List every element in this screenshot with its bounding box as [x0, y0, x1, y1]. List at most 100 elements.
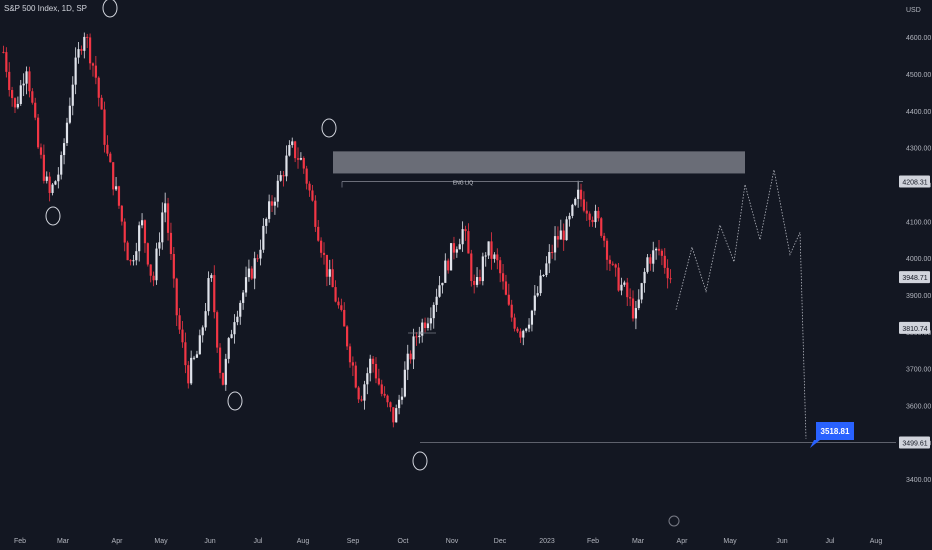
candle-body	[140, 220, 144, 226]
candle-body	[112, 162, 115, 190]
candle-body	[588, 213, 591, 220]
candle-body	[132, 260, 135, 262]
candle-body	[591, 219, 594, 223]
candle-body	[383, 393, 386, 396]
candle-body	[224, 358, 227, 385]
candle-body	[331, 269, 334, 288]
candle-body	[525, 328, 528, 331]
candle-body	[328, 269, 331, 277]
candle-body	[346, 326, 349, 347]
candle-body	[666, 267, 669, 279]
candle-body	[470, 253, 473, 281]
candle-body	[296, 158, 300, 160]
candle-body	[334, 287, 337, 302]
time-axis[interactable]: Feb Mar Apr May Jun Jul Aug Sep Oct Nov Dec 2023 Feb…	[14, 515, 882, 545]
candle-body	[354, 365, 357, 388]
candle-body	[360, 399, 363, 401]
candle-body	[620, 284, 623, 291]
x-tick-label: Sep	[347, 538, 360, 545]
candle-body	[279, 175, 282, 181]
candle-body	[351, 362, 354, 366]
candle-body	[236, 316, 239, 323]
x-tick-label: Apr	[677, 538, 689, 545]
bolt-icon	[668, 515, 680, 527]
y-tick-label: 4400.00	[906, 109, 931, 116]
price-label-box	[899, 321, 930, 334]
candle-body	[126, 242, 129, 261]
y-tick-label: 3600.00	[906, 404, 931, 411]
candle-body	[172, 254, 175, 279]
candle-body	[294, 141, 297, 159]
price-axis[interactable]: USD3400.003500.003600.003700.003800.0039…	[899, 7, 931, 484]
candle-body	[195, 354, 199, 358]
candle-body	[288, 145, 291, 156]
candle-body	[54, 181, 57, 185]
x-tick-label: Dec	[494, 538, 507, 545]
candle-body	[302, 158, 305, 169]
candle-body	[406, 353, 409, 370]
candle-body	[16, 103, 19, 108]
candle-body	[161, 212, 164, 243]
candle-body	[88, 37, 92, 64]
x-tick-label: Mar	[632, 538, 645, 545]
candle-body	[42, 154, 45, 181]
candle-body	[285, 155, 288, 177]
candle-body	[513, 317, 516, 329]
swing-circle	[45, 206, 61, 226]
candle-body	[386, 395, 389, 403]
candle-body	[614, 264, 617, 268]
candle-body	[504, 281, 508, 295]
supply-zone	[333, 151, 745, 174]
candle-body	[149, 264, 152, 276]
candle-body	[493, 254, 496, 259]
candle-body	[501, 273, 505, 282]
candle-body	[348, 346, 352, 363]
swing-circle	[321, 118, 337, 138]
x-tick-label: Oct	[398, 538, 409, 545]
candle-body	[548, 252, 551, 264]
candle-body	[169, 232, 173, 255]
candle-body	[629, 297, 632, 299]
candle-body	[247, 268, 251, 278]
candle-body	[582, 199, 586, 211]
candle-body	[426, 323, 430, 329]
candle-body	[239, 302, 242, 317]
candle-body	[478, 277, 482, 282]
candle-body	[649, 257, 652, 264]
candle-body	[545, 263, 548, 276]
candle-body	[74, 57, 77, 85]
candle-body	[57, 174, 60, 182]
price-label: 3499.61	[902, 441, 927, 448]
candle-body	[60, 155, 63, 175]
candle-body	[158, 242, 161, 249]
candle-body	[97, 77, 100, 98]
chart-title: S&P 500 Index, 1D, SP	[4, 4, 88, 13]
candle-body	[490, 241, 493, 259]
candle-body	[585, 210, 588, 214]
candle-body	[129, 260, 132, 262]
candle-body	[455, 249, 458, 253]
candle-body	[230, 334, 233, 339]
candle-body	[366, 373, 369, 385]
candle-body	[605, 240, 609, 260]
candle-body	[423, 322, 427, 329]
candle-body	[314, 200, 317, 227]
candle-body	[325, 254, 328, 277]
candle-body	[475, 277, 479, 285]
candle-body	[2, 51, 5, 53]
candle-body	[103, 109, 106, 145]
candle-body	[467, 231, 470, 254]
candle-body	[663, 255, 666, 268]
candle-body	[322, 252, 326, 255]
y-tick-label: 4600.00	[906, 35, 931, 42]
candle-body	[190, 357, 193, 384]
candle-body	[473, 280, 476, 285]
candle-body	[299, 158, 303, 160]
candle-body	[135, 251, 138, 261]
candle-body	[640, 283, 643, 300]
candle-body	[80, 49, 83, 51]
candle-body	[291, 141, 294, 146]
candle-body	[221, 372, 225, 385]
candle-body	[259, 249, 262, 259]
